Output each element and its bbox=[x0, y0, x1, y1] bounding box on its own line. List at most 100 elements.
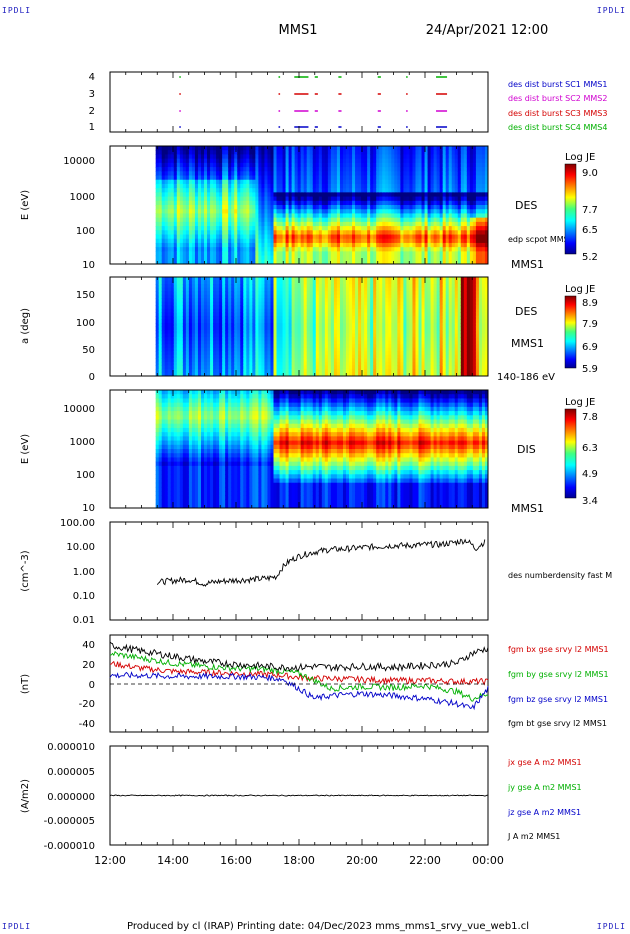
des-energy-cell bbox=[309, 183, 314, 189]
des-pitch-cell bbox=[185, 333, 190, 338]
des-energy-cell bbox=[424, 200, 429, 206]
des-energy-cell bbox=[358, 217, 362, 223]
des-energy-cell bbox=[164, 226, 169, 231]
des-energy-cell bbox=[276, 230, 281, 236]
des-energy-cell bbox=[252, 221, 256, 227]
des-pitch-cell bbox=[330, 372, 335, 376]
des-pitch-cell bbox=[167, 294, 172, 299]
des-pitch-cell bbox=[252, 351, 256, 356]
des-pitch-cell bbox=[324, 333, 329, 338]
des-energy-cell bbox=[361, 255, 365, 261]
des-pitch-cell bbox=[216, 284, 220, 289]
des-pitch-cell bbox=[288, 344, 293, 349]
des-energy-cell bbox=[267, 188, 272, 193]
des-pitch-cell bbox=[155, 358, 160, 363]
des-energy-cell bbox=[294, 196, 299, 202]
des-pitch-cell bbox=[188, 361, 193, 366]
des-pitch-cell bbox=[188, 301, 193, 306]
des-energy-cell bbox=[243, 238, 247, 244]
des-energy-cell bbox=[385, 154, 389, 160]
des-pitch-cell bbox=[237, 284, 241, 289]
des-pitch-cell bbox=[339, 365, 344, 370]
des-energy-cell bbox=[291, 188, 296, 193]
des-pitch-cell bbox=[207, 287, 211, 292]
des-energy-cell bbox=[197, 154, 202, 160]
des-energy-cell bbox=[321, 188, 326, 193]
des-energy-cell bbox=[364, 209, 368, 215]
des-energy-cell bbox=[433, 150, 438, 156]
des-energy-cell bbox=[210, 167, 214, 172]
des-energy-cell bbox=[397, 171, 401, 177]
des-energy-cell bbox=[382, 179, 386, 185]
des-energy-cell bbox=[234, 217, 238, 223]
des-energy-cell bbox=[255, 221, 259, 227]
des-energy-cell bbox=[361, 171, 365, 177]
des-pitch-cell bbox=[288, 305, 293, 310]
des-pitch-cell bbox=[333, 291, 338, 296]
des-energy-cell bbox=[225, 209, 229, 215]
des-pitch-cell bbox=[291, 280, 296, 285]
des-energy-cell bbox=[197, 200, 202, 206]
des-energy-cell bbox=[222, 188, 226, 193]
des-energy-cell bbox=[448, 230, 453, 236]
des-energy-cell bbox=[318, 234, 323, 240]
des-pitch-cell bbox=[197, 280, 202, 285]
des-energy-cell bbox=[210, 200, 214, 206]
des-energy-cell bbox=[394, 167, 398, 172]
des-energy-cell bbox=[418, 255, 423, 261]
des-pitch-cell bbox=[167, 333, 172, 338]
des-pitch-cell bbox=[213, 351, 217, 356]
des-e-ytick-10: 10 bbox=[82, 260, 95, 271]
des-energy-cell bbox=[400, 196, 405, 202]
des-energy-cell bbox=[336, 242, 341, 248]
des-energy-cell bbox=[197, 167, 202, 172]
des-energy-cell bbox=[346, 209, 350, 215]
des-energy-cell bbox=[388, 183, 392, 189]
des-pitch-cell bbox=[336, 368, 341, 374]
des-energy-cell bbox=[439, 158, 444, 164]
des-energy-cell bbox=[403, 251, 408, 257]
des-energy-cell bbox=[182, 146, 187, 151]
des-energy-cell bbox=[454, 251, 459, 257]
des-energy-cell bbox=[445, 226, 450, 231]
des-energy-cell bbox=[430, 213, 435, 219]
des-pitch-cell bbox=[191, 368, 196, 374]
des-energy-cell bbox=[273, 234, 278, 240]
des-energy-cell bbox=[424, 154, 429, 160]
des-pitch-cell bbox=[339, 361, 344, 366]
des-pitch-cell bbox=[170, 326, 175, 331]
des-energy-cell bbox=[379, 150, 383, 156]
des-pitch-cell bbox=[204, 330, 208, 335]
des-energy-cell bbox=[213, 188, 217, 193]
des-energy-cell bbox=[200, 162, 205, 168]
des-energy-cell bbox=[161, 196, 166, 202]
des-pitch-cell bbox=[234, 284, 238, 289]
des-pitch-cell bbox=[333, 354, 338, 359]
des-energy-cell bbox=[406, 242, 411, 248]
des-pitch-cell bbox=[231, 358, 235, 363]
des-pitch-cell bbox=[204, 337, 208, 342]
des-energy-cell bbox=[306, 154, 311, 160]
des-energy-cell bbox=[197, 234, 202, 240]
des-pitch-cell bbox=[306, 284, 311, 289]
des-energy-cell bbox=[361, 247, 365, 252]
des-energy-cell bbox=[219, 175, 223, 181]
des-pitch-cell bbox=[204, 344, 208, 349]
des-energy-cell bbox=[204, 154, 208, 160]
des-energy-cell bbox=[279, 205, 284, 210]
des-pitch-cell bbox=[231, 333, 235, 338]
des-pitch-cell bbox=[282, 333, 287, 338]
des-energy-cell bbox=[170, 226, 175, 231]
des-energy-cell bbox=[327, 200, 332, 206]
des-energy-cell bbox=[297, 255, 302, 261]
des-pitch-cell bbox=[321, 284, 326, 289]
des-energy-cell bbox=[421, 217, 426, 223]
des-pitch-cell bbox=[282, 358, 287, 363]
des-pitch-cell bbox=[176, 277, 181, 282]
des-energy-cell bbox=[161, 146, 166, 151]
des-pitch-cell bbox=[161, 312, 166, 317]
des-energy-cell bbox=[161, 217, 166, 223]
des-energy-cell bbox=[355, 150, 359, 156]
des-energy-cell bbox=[252, 226, 256, 231]
des-energy-cell bbox=[321, 183, 326, 189]
